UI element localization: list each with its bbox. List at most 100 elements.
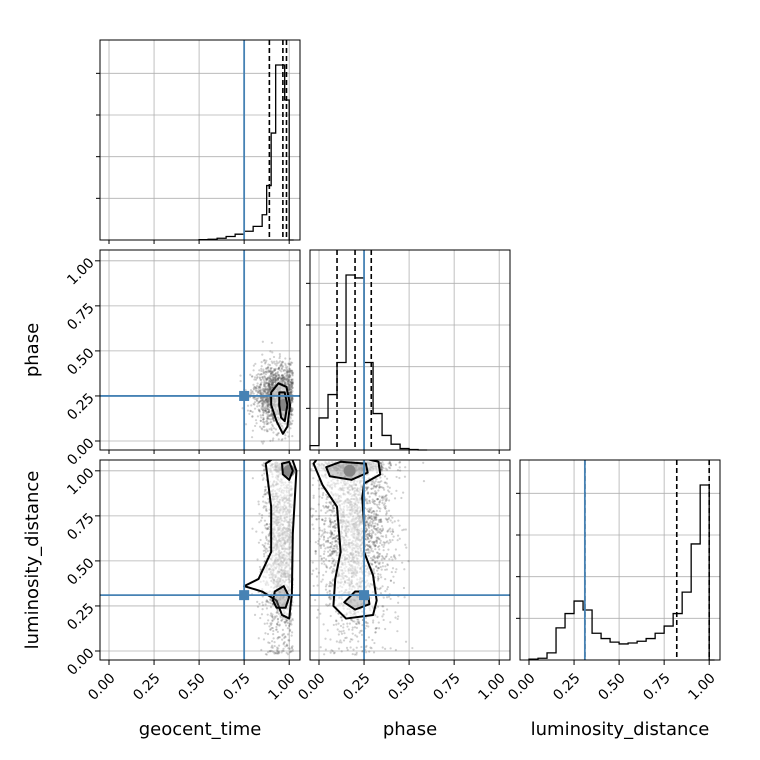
sample-point [385, 536, 388, 539]
sample-point [269, 385, 272, 389]
sample-point [268, 398, 271, 401]
sample-point [326, 604, 329, 607]
sample-point [291, 399, 294, 403]
sample-point [366, 508, 369, 511]
sample-point [265, 420, 268, 423]
sample-point [330, 585, 333, 588]
scatter-layer-geocent_time-phase [239, 340, 294, 445]
sample-point [379, 485, 382, 489]
sample-point [280, 368, 283, 371]
sample-point [261, 405, 265, 408]
sample-point [285, 378, 288, 381]
sample-point [322, 574, 325, 577]
sample-point [277, 438, 280, 441]
sample-point [331, 550, 334, 553]
sample-point [379, 518, 382, 521]
sample-point [365, 486, 368, 489]
sample-point [262, 462, 266, 465]
sample-point [244, 423, 248, 426]
sample-point [270, 374, 273, 378]
sample-point [273, 380, 276, 383]
sample-point [263, 409, 266, 412]
sample-point [376, 569, 379, 572]
sample-point [290, 369, 294, 372]
sample-point [246, 404, 250, 407]
sample-point [351, 620, 354, 623]
sample-point [376, 526, 380, 529]
sample-point [287, 435, 290, 438]
sample-point [379, 462, 382, 465]
sample-point [291, 396, 294, 400]
sample-point [330, 649, 333, 652]
sample-point [388, 558, 391, 561]
sample-point [264, 409, 267, 412]
sample-point [260, 397, 263, 400]
sample-point [324, 531, 327, 534]
sample-point [263, 381, 266, 384]
sample-point [283, 378, 286, 381]
sample-point [372, 527, 376, 530]
sample-point [339, 616, 342, 619]
sample-point [285, 374, 289, 377]
sample-point [364, 527, 368, 530]
sample-point [266, 405, 269, 408]
sample-point [270, 383, 274, 387]
sample-point [265, 396, 269, 399]
sample-point [366, 492, 369, 495]
sample-point [265, 507, 268, 511]
sample-point [285, 643, 288, 646]
sample-point [257, 541, 261, 544]
sample-point [388, 538, 391, 542]
sample-point [291, 398, 294, 401]
sample-point [382, 497, 385, 500]
sample-point [281, 361, 285, 364]
sample-point [284, 381, 287, 384]
sample-point [326, 539, 329, 542]
sample-point [379, 499, 382, 502]
sample-point [264, 362, 267, 365]
sample-point [387, 509, 391, 512]
sample-point [282, 378, 286, 381]
sample-point [374, 485, 378, 488]
sample-point [357, 618, 360, 621]
sample-point [258, 512, 261, 515]
sample-point [278, 624, 281, 627]
ytick-label-phase-0: 0.00 [64, 435, 97, 468]
sample-point [264, 501, 267, 504]
sample-point [270, 420, 273, 424]
sample-point [317, 517, 321, 520]
sample-point [372, 531, 375, 534]
sample-point [265, 381, 268, 385]
sample-point [284, 375, 287, 378]
sample-point [270, 382, 273, 386]
sample-point [384, 507, 387, 510]
sample-point [374, 486, 378, 489]
sample-point [272, 381, 275, 384]
sample-point [259, 399, 262, 403]
sample-point [321, 529, 324, 532]
sample-point [274, 372, 277, 376]
panel-border [99, 39, 301, 241]
sample-point [267, 542, 270, 545]
sample-point [367, 549, 370, 552]
sample-point [274, 367, 277, 370]
sample-point [361, 623, 364, 627]
sample-point [331, 547, 335, 550]
sample-point [369, 524, 372, 527]
sample-point [271, 619, 274, 622]
sample-point [316, 616, 319, 619]
panel-geocent_time-geocent_time [96, 39, 301, 244]
sample-point [291, 386, 294, 389]
sample-point [382, 545, 385, 548]
contour-1 [280, 460, 294, 481]
sample-point [270, 622, 273, 625]
sample-point [334, 549, 338, 553]
sample-point [264, 392, 267, 395]
sample-point [291, 617, 294, 621]
sample-point [327, 541, 330, 544]
sample-point [369, 562, 372, 565]
sample-point [332, 623, 335, 627]
sample-point [279, 616, 282, 619]
sample-point [267, 497, 270, 501]
sample-point [334, 514, 337, 517]
